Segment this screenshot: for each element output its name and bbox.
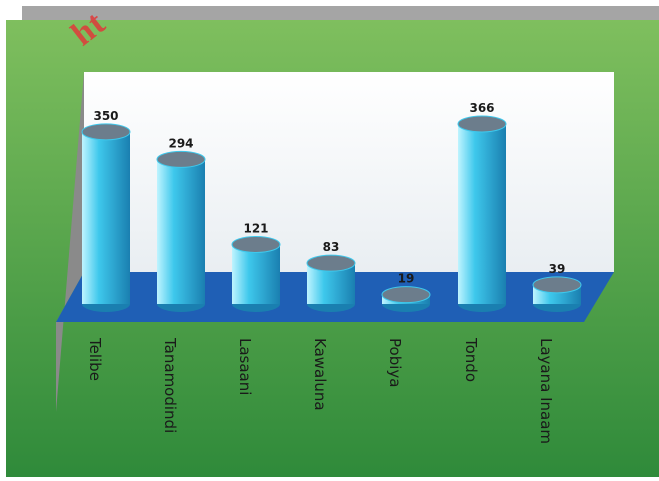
bar-cylinder: [457, 115, 507, 312]
bar-cylinder: [231, 235, 281, 312]
cylinder-bar-chart: 350 294 121 83 19 366 39 Telibe Tanamodindi Lasa…: [6, 20, 659, 477]
bar-top: [81, 123, 131, 141]
bars-group: [81, 115, 582, 312]
category-label: Layana Inaam: [537, 338, 555, 444]
category-label: Pobiya: [386, 338, 404, 387]
side-wall: [56, 72, 84, 412]
bar-cylinder: [81, 123, 131, 312]
category-labels-group: Telibe Tanamodindi Lasaani Kawaluna Pobiya To…: [86, 337, 555, 444]
category-label: Tanamodindi: [161, 337, 179, 433]
bar-body: [232, 244, 280, 304]
bar-cylinder: [532, 276, 582, 312]
bar-top: [231, 235, 281, 253]
bar-top: [381, 286, 431, 304]
bar-top: [306, 254, 356, 272]
bar-value-label: 350: [93, 109, 118, 123]
bar-value-label: 366: [469, 101, 494, 115]
bar-value-label: 294: [168, 136, 193, 150]
bar-top: [457, 115, 507, 133]
bar-cylinder: [306, 254, 356, 312]
bar-top: [532, 276, 582, 294]
value-labels-group: 350 294 121 83 19 366 39: [93, 101, 565, 286]
bar-cylinder: [381, 286, 431, 312]
category-label: Kawaluna: [311, 338, 329, 411]
category-label: Lasaani: [236, 338, 254, 395]
bar-value-label: 83: [323, 240, 340, 254]
chart-panel: 350 294 121 83 19 366 39 Telibe Tanamodindi Lasa…: [6, 4, 659, 477]
bar-value-label: 39: [549, 262, 566, 276]
bar-body: [82, 131, 130, 304]
bar-body: [157, 159, 205, 304]
bar-top: [156, 150, 206, 168]
bar-value-label: 121: [243, 221, 268, 235]
bar-cylinder: [156, 150, 206, 312]
top-gray-strip: [22, 6, 659, 20]
category-label: Tondo: [462, 337, 480, 382]
category-label: Telibe: [86, 337, 104, 381]
bar-body: [458, 124, 506, 304]
bar-value-label: 19: [398, 272, 415, 286]
